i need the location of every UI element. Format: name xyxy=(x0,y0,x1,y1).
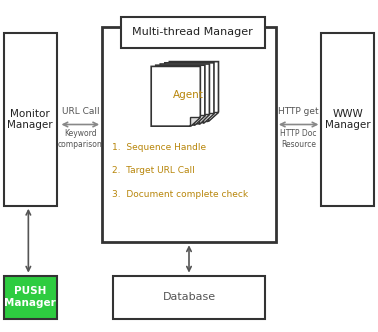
Bar xyxy=(4,33,57,206)
Text: PUSH
Manager: PUSH Manager xyxy=(5,286,56,308)
Text: Agent: Agent xyxy=(173,90,204,100)
Polygon shape xyxy=(194,116,205,125)
Bar xyxy=(4,276,57,319)
Text: URL Call: URL Call xyxy=(62,107,99,116)
Polygon shape xyxy=(151,66,200,126)
Text: 3.  Document complete check: 3. Document complete check xyxy=(112,190,248,199)
Polygon shape xyxy=(160,64,209,124)
Text: Multi-thread Manager: Multi-thread Manager xyxy=(132,27,253,38)
Text: 2.  Target URL Call: 2. Target URL Call xyxy=(112,166,194,176)
Polygon shape xyxy=(198,114,209,124)
Text: Database: Database xyxy=(163,292,215,302)
Text: 1.  Sequence Handle: 1. Sequence Handle xyxy=(112,143,206,152)
Polygon shape xyxy=(203,113,214,123)
Polygon shape xyxy=(156,65,205,125)
Text: WWW
Manager: WWW Manager xyxy=(325,109,370,130)
Bar xyxy=(102,27,276,242)
Text: Monitor
Manager: Monitor Manager xyxy=(8,109,53,130)
Bar xyxy=(321,33,374,206)
Text: HTTP get: HTTP get xyxy=(278,107,319,116)
Bar xyxy=(113,276,265,319)
Text: Keyword
comparison: Keyword comparison xyxy=(58,129,103,149)
Polygon shape xyxy=(208,112,218,122)
Polygon shape xyxy=(169,62,218,122)
Polygon shape xyxy=(189,117,200,126)
Bar xyxy=(121,17,265,48)
Polygon shape xyxy=(165,63,214,123)
Text: HTTP Doc
Resource: HTTP Doc Resource xyxy=(280,129,317,149)
